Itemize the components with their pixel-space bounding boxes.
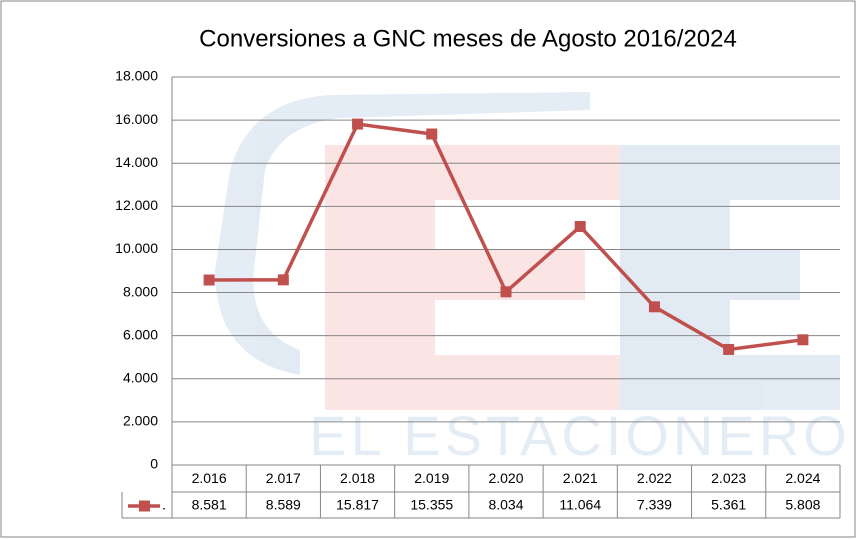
point-marker <box>723 343 735 355</box>
point-marker <box>648 301 660 313</box>
x-tick-label: 2.021 <box>563 470 598 486</box>
point-marker <box>797 334 809 346</box>
x-tick-label: 2.020 <box>488 470 523 486</box>
y-tick-label: 0 <box>150 456 158 472</box>
table-value: 11.064 <box>559 497 601 513</box>
x-tick-label: 2.023 <box>711 470 746 486</box>
point-marker <box>574 221 586 233</box>
table-value: 5.361 <box>711 497 746 513</box>
y-tick-label: 12.000 <box>115 197 158 213</box>
x-tick-label: 2.022 <box>637 470 672 486</box>
watermark-text: EL ESTACIONERO <box>309 404 850 467</box>
table-value: 8.581 <box>192 497 227 513</box>
y-tick-label: 2.000 <box>123 413 158 429</box>
table-value: 8.589 <box>266 497 301 513</box>
x-tick-label: 2.019 <box>414 470 449 486</box>
point-marker <box>426 128 438 140</box>
point-marker <box>500 286 512 298</box>
table-value: 15.355 <box>410 497 453 513</box>
y-tick-label: 16.000 <box>115 111 158 127</box>
y-tick-label: 8.000 <box>123 283 158 299</box>
point-marker <box>352 118 364 130</box>
x-tick-label: 2.017 <box>266 470 301 486</box>
y-tick-label: 18.000 <box>115 68 158 84</box>
legend-marker <box>139 500 150 512</box>
y-tick-label: 4.000 <box>123 369 158 385</box>
y-tick-label: 6.000 <box>123 326 158 342</box>
x-tick-label: 2.016 <box>192 470 227 486</box>
watermark-logo <box>215 92 840 410</box>
table-value: 5.808 <box>785 497 820 513</box>
y-tick-label: 10.000 <box>115 240 158 256</box>
point-marker <box>277 274 289 286</box>
legend-label: . <box>162 497 166 513</box>
chart-title: Conversiones a GNC meses de Agosto 2016/… <box>199 25 737 52</box>
y-tick-label: 14.000 <box>115 154 158 170</box>
table-value: 7.339 <box>637 497 672 513</box>
table-value: 8.034 <box>488 497 523 513</box>
x-tick-label: 2.024 <box>785 470 820 486</box>
table-value: 15.817 <box>336 497 379 513</box>
x-tick-label: 2.018 <box>340 470 375 486</box>
point-marker <box>203 274 215 286</box>
